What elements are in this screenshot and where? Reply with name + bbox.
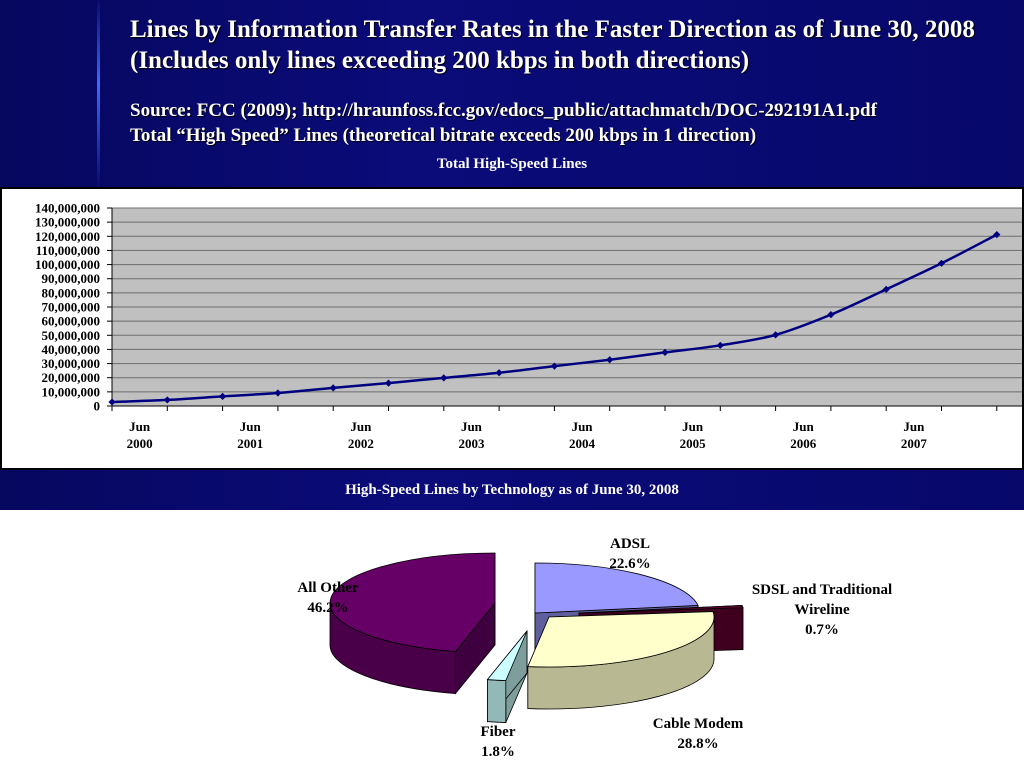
pie-label-adsl-value: 22.6% — [609, 556, 651, 572]
data-point — [827, 311, 835, 319]
data-point — [716, 341, 724, 349]
pie-slice-top — [486, 630, 528, 681]
pie-label-cable: Cable Modem 28.8% — [636, 714, 760, 754]
pie-label-fiber-value: 1.8% — [481, 744, 515, 760]
x-tick-label-month: Jun — [572, 419, 594, 434]
pie-label-other-name: All Other — [297, 580, 359, 596]
gridlines — [112, 207, 1022, 393]
pie-slice-top — [534, 562, 699, 614]
pie-label-fiber-name: Fiber — [480, 724, 516, 740]
y-tick-label: 40,000,000 — [42, 342, 101, 357]
pie-label-sdsl: SDSL and Traditional Wireline 0.7% — [737, 580, 907, 640]
x-tick-label-year: 2002 — [348, 436, 374, 451]
y-tick-label: 90,000,000 — [42, 271, 101, 286]
y-tick-label: 110,000,000 — [36, 243, 100, 258]
y-tick-label: 100,000,000 — [35, 257, 100, 272]
pie-slice-top — [329, 552, 496, 652]
pie-label-cable-value: 28.8% — [677, 736, 719, 752]
data-point — [495, 369, 503, 377]
pie-label-cable-name: Cable Modem — [652, 716, 744, 732]
pie-label-adsl: ADSL 22.6% — [590, 534, 670, 574]
y-tick-label: 80,000,000 — [42, 285, 101, 300]
y-tick-label: 30,000,000 — [42, 356, 101, 371]
pie-slice-fiber — [486, 629, 528, 724]
y-tick-label: 120,000,000 — [35, 229, 100, 244]
data-point — [993, 230, 1001, 239]
x-tick-label-year: 2006 — [790, 436, 817, 451]
data-point — [661, 348, 669, 356]
x-tick-label-month: Jun — [682, 419, 704, 434]
pie-slice-all-other — [329, 552, 496, 695]
y-tick-label: 20,000,000 — [42, 370, 101, 385]
x-tick-label-month: Jun — [350, 419, 372, 434]
x-tick-label-month: Jun — [129, 419, 151, 434]
y-tick-label: 10,000,000 — [42, 384, 101, 399]
x-tick-label-year: 2007 — [901, 436, 928, 451]
x-tick-label-month: Jun — [903, 419, 925, 434]
data-point — [440, 374, 448, 382]
data-point — [384, 379, 393, 387]
header-accent-bar — [97, 0, 100, 187]
pie-slice-side — [487, 679, 507, 724]
x-tick-label-year: 2004 — [569, 436, 596, 451]
pie-label-adsl-name: ADSL — [609, 536, 650, 552]
y-axis-labels: 010,000,00020,000,00030,000,00040,000,00… — [35, 201, 100, 414]
line-chart-title: Total High-Speed Lines — [436, 156, 588, 172]
y-tick-label: 50,000,000 — [42, 328, 101, 343]
header-banner: Lines by Information Transfer Rates in t… — [0, 0, 1024, 187]
y-tick-label: 130,000,000 — [35, 215, 100, 230]
pie-label-other: All Other 46.2% — [278, 578, 378, 618]
pie-label-sdsl-value: 0.7% — [805, 622, 839, 638]
pie-slice-cable-modem — [527, 611, 715, 710]
line-chart: 010,000,00020,000,00030,000,00040,000,00… — [35, 201, 1022, 451]
data-point — [550, 362, 558, 370]
x-axis-labels: Jun 2000 Jun 2001 Jun 2002 Jun 2003 Jun 2004 Jun 20… — [127, 419, 928, 451]
x-tick-label-year: 2001 — [237, 436, 263, 451]
x-tick-label-year: 2003 — [458, 436, 485, 451]
x-tick-label-month: Jun — [240, 419, 262, 434]
total-lines-note: Total “High Speed” Lines (theoretical bi… — [130, 125, 757, 146]
pie-slice-top — [578, 605, 744, 614]
pie-chart — [329, 552, 744, 724]
x-tick-label-year: 2000 — [127, 436, 153, 451]
pie-label-fiber: Fiber 1.8% — [458, 722, 538, 762]
pie-title-band: High-Speed Lines by Technology as of Jun… — [0, 470, 1024, 510]
page-title: Lines by Information Transfer Rates in t… — [130, 16, 975, 74]
y-tick-label: 70,000,000 — [42, 300, 101, 315]
x-tick-label-month: Jun — [793, 419, 815, 434]
pie-slice-top — [527, 611, 715, 668]
y-tick-label: 0 — [94, 399, 101, 414]
pie-label-other-value: 46.2% — [307, 600, 349, 616]
x-tick-label-month: Jun — [461, 419, 483, 434]
line-chart-panel: 0 10,000,000 20,000,000 30,000,000 40,000,00… — [0, 187, 1024, 470]
data-point — [329, 384, 337, 392]
data-point — [163, 396, 171, 404]
pie-chart-title: High-Speed Lines by Technology as of Jun… — [345, 482, 679, 498]
data-point — [219, 392, 227, 400]
y-tick-label: 140,000,000 — [35, 201, 100, 216]
data-point — [606, 356, 614, 364]
y-tick-label: 60,000,000 — [42, 314, 101, 329]
x-tick-label-year: 2005 — [680, 436, 707, 451]
source-citation: Source: FCC (2009); http://hraunfoss.fcc… — [130, 100, 877, 121]
pie-label-sdsl-name: SDSL and Traditional Wireline — [751, 582, 893, 618]
